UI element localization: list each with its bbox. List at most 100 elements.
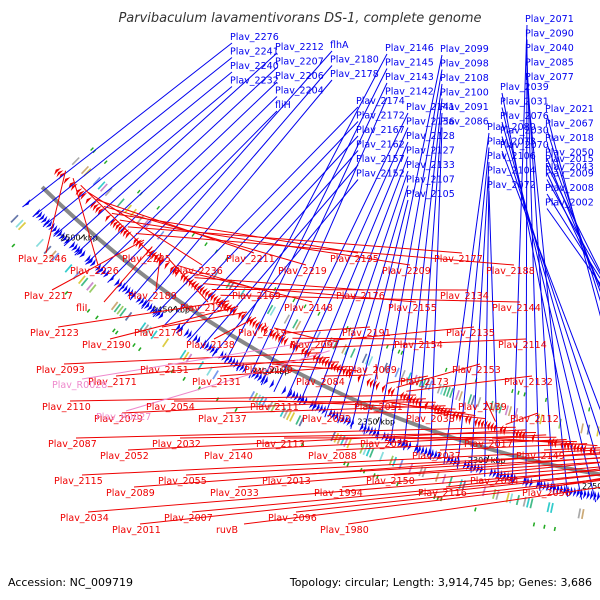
plus-strand-gene (426, 447, 431, 458)
gene-label-minus: Plav_2034 (60, 513, 109, 524)
leader-line (236, 68, 388, 372)
gene-label-plus: Plav_2146 (385, 43, 434, 54)
gene-label-plus: Plav_2072 (487, 180, 536, 191)
leader-line (173, 400, 436, 403)
gene-label-minus: Plav_2111 (250, 402, 299, 413)
feature-block (257, 396, 265, 406)
gene-label-plus: Plav_2071 (525, 14, 574, 25)
leader-line (103, 205, 307, 266)
minus-strand-gene (153, 253, 160, 262)
gene-label-minus: Plav_1980 (320, 525, 369, 536)
gene-label-minus: Plav_2087 (48, 439, 97, 450)
feature-block (378, 451, 385, 462)
plus-strand-gene (89, 258, 96, 267)
leader-line (152, 106, 359, 318)
leader-line (292, 337, 423, 340)
gene-label-plus: Plav_2021 (545, 104, 594, 115)
plus-strand-gene (102, 269, 110, 278)
gene-label-minus: Plav_2055 (158, 476, 207, 487)
leader-line (211, 288, 469, 291)
minus-strand-gene (145, 247, 153, 256)
minus-strand-gene (480, 419, 485, 430)
minus-strand-gene (117, 225, 125, 233)
feature-block (48, 250, 57, 259)
rbs-marker (444, 367, 448, 372)
gene-label-minus: Plav_2140 (204, 451, 253, 462)
leader-line (75, 426, 516, 439)
gene-label-minus: Plav_2135 (446, 328, 495, 339)
plus-strand-gene (407, 440, 412, 451)
minus-strand-gene (281, 335, 286, 345)
plus-strand-gene (420, 445, 425, 456)
plus-strand-gene (232, 359, 239, 368)
minus-strand-gene (249, 317, 255, 327)
minus-strand-gene (183, 274, 189, 284)
feature-block (141, 324, 150, 334)
leader-line (69, 394, 417, 402)
plus-strand-gene (113, 278, 120, 287)
gene-label-minus: Plav_2156 (180, 303, 229, 314)
minus-strand-gene (412, 396, 417, 406)
rbs-marker (346, 462, 350, 467)
feature-block (124, 204, 133, 214)
plus-strand-gene (50, 225, 58, 233)
gene-label-minus: Plav_2094 (470, 476, 519, 487)
gene-label-plus: Plav_2106 (487, 151, 536, 162)
gene-label-plus: Plav_2167 (356, 125, 405, 136)
leader-line (129, 65, 333, 301)
leader-line (45, 170, 67, 254)
feature-block (144, 220, 152, 230)
gene-label-plus: Plav_2098 (440, 59, 489, 70)
scale-label: 2400 kbp (252, 367, 290, 376)
leader-line (22, 42, 233, 208)
plus-strand-gene (33, 208, 40, 216)
plus-strand-gene (293, 391, 298, 401)
gene-label-minus: Plav_2007 (164, 513, 213, 524)
minus-strand-gene (95, 205, 102, 214)
feature-block (212, 370, 219, 380)
gene-label-minus: Plav_2134 (440, 291, 489, 302)
minus-strand-gene (391, 387, 396, 398)
minus-strand-gene (455, 411, 460, 422)
gene-label-plus: Plav_2100 (440, 88, 489, 99)
plus-strand-gene (124, 286, 131, 295)
gene-label-plus: Plav_2240 (230, 61, 279, 72)
gene-label-plus: Plav_2133 (406, 160, 455, 171)
minus-strand-gene (339, 365, 345, 375)
leader-line (337, 185, 409, 424)
gene-label-minus: Plav_2114 (498, 340, 547, 351)
rbs-marker (397, 349, 401, 354)
plus-strand-gene (559, 484, 563, 495)
minus-strand-gene (56, 170, 64, 178)
minus-strand-gene (325, 358, 330, 368)
feature-block (424, 379, 430, 390)
leader-line (95, 198, 255, 254)
feature-block (498, 403, 503, 414)
plus-strand-gene (423, 446, 428, 457)
gene-label-minus: Plav_2038 (406, 414, 455, 425)
gene-label-plus: Plav_2136 (406, 117, 455, 128)
gene-label-minus: Plav_2069 (348, 365, 397, 376)
gene-label-minus: Plav_1994 (314, 488, 363, 499)
leader-line (546, 193, 600, 279)
leader-line (139, 474, 600, 525)
plus-strand-gene (209, 344, 215, 354)
leader-line (63, 52, 278, 247)
minus-strand-gene (224, 302, 230, 311)
feature-block (369, 447, 375, 458)
leader-line (96, 96, 278, 274)
minus-strand-gene (260, 324, 267, 334)
gene-label-minus: Plav_2235 (122, 254, 171, 265)
gene-label-minus: Plav_2115 (54, 476, 103, 487)
plus-strand-gene (365, 424, 370, 434)
feature-block (80, 277, 89, 287)
leader-line (211, 179, 359, 357)
rbs-marker (90, 147, 94, 152)
rbs-marker (474, 507, 477, 512)
plus-strand-gene (593, 490, 597, 501)
leader-line (167, 361, 340, 365)
plus-strand-gene (318, 403, 323, 413)
plus-strand-gene (221, 352, 227, 361)
leader-line (220, 294, 521, 303)
plus-strand-gene (449, 455, 454, 466)
